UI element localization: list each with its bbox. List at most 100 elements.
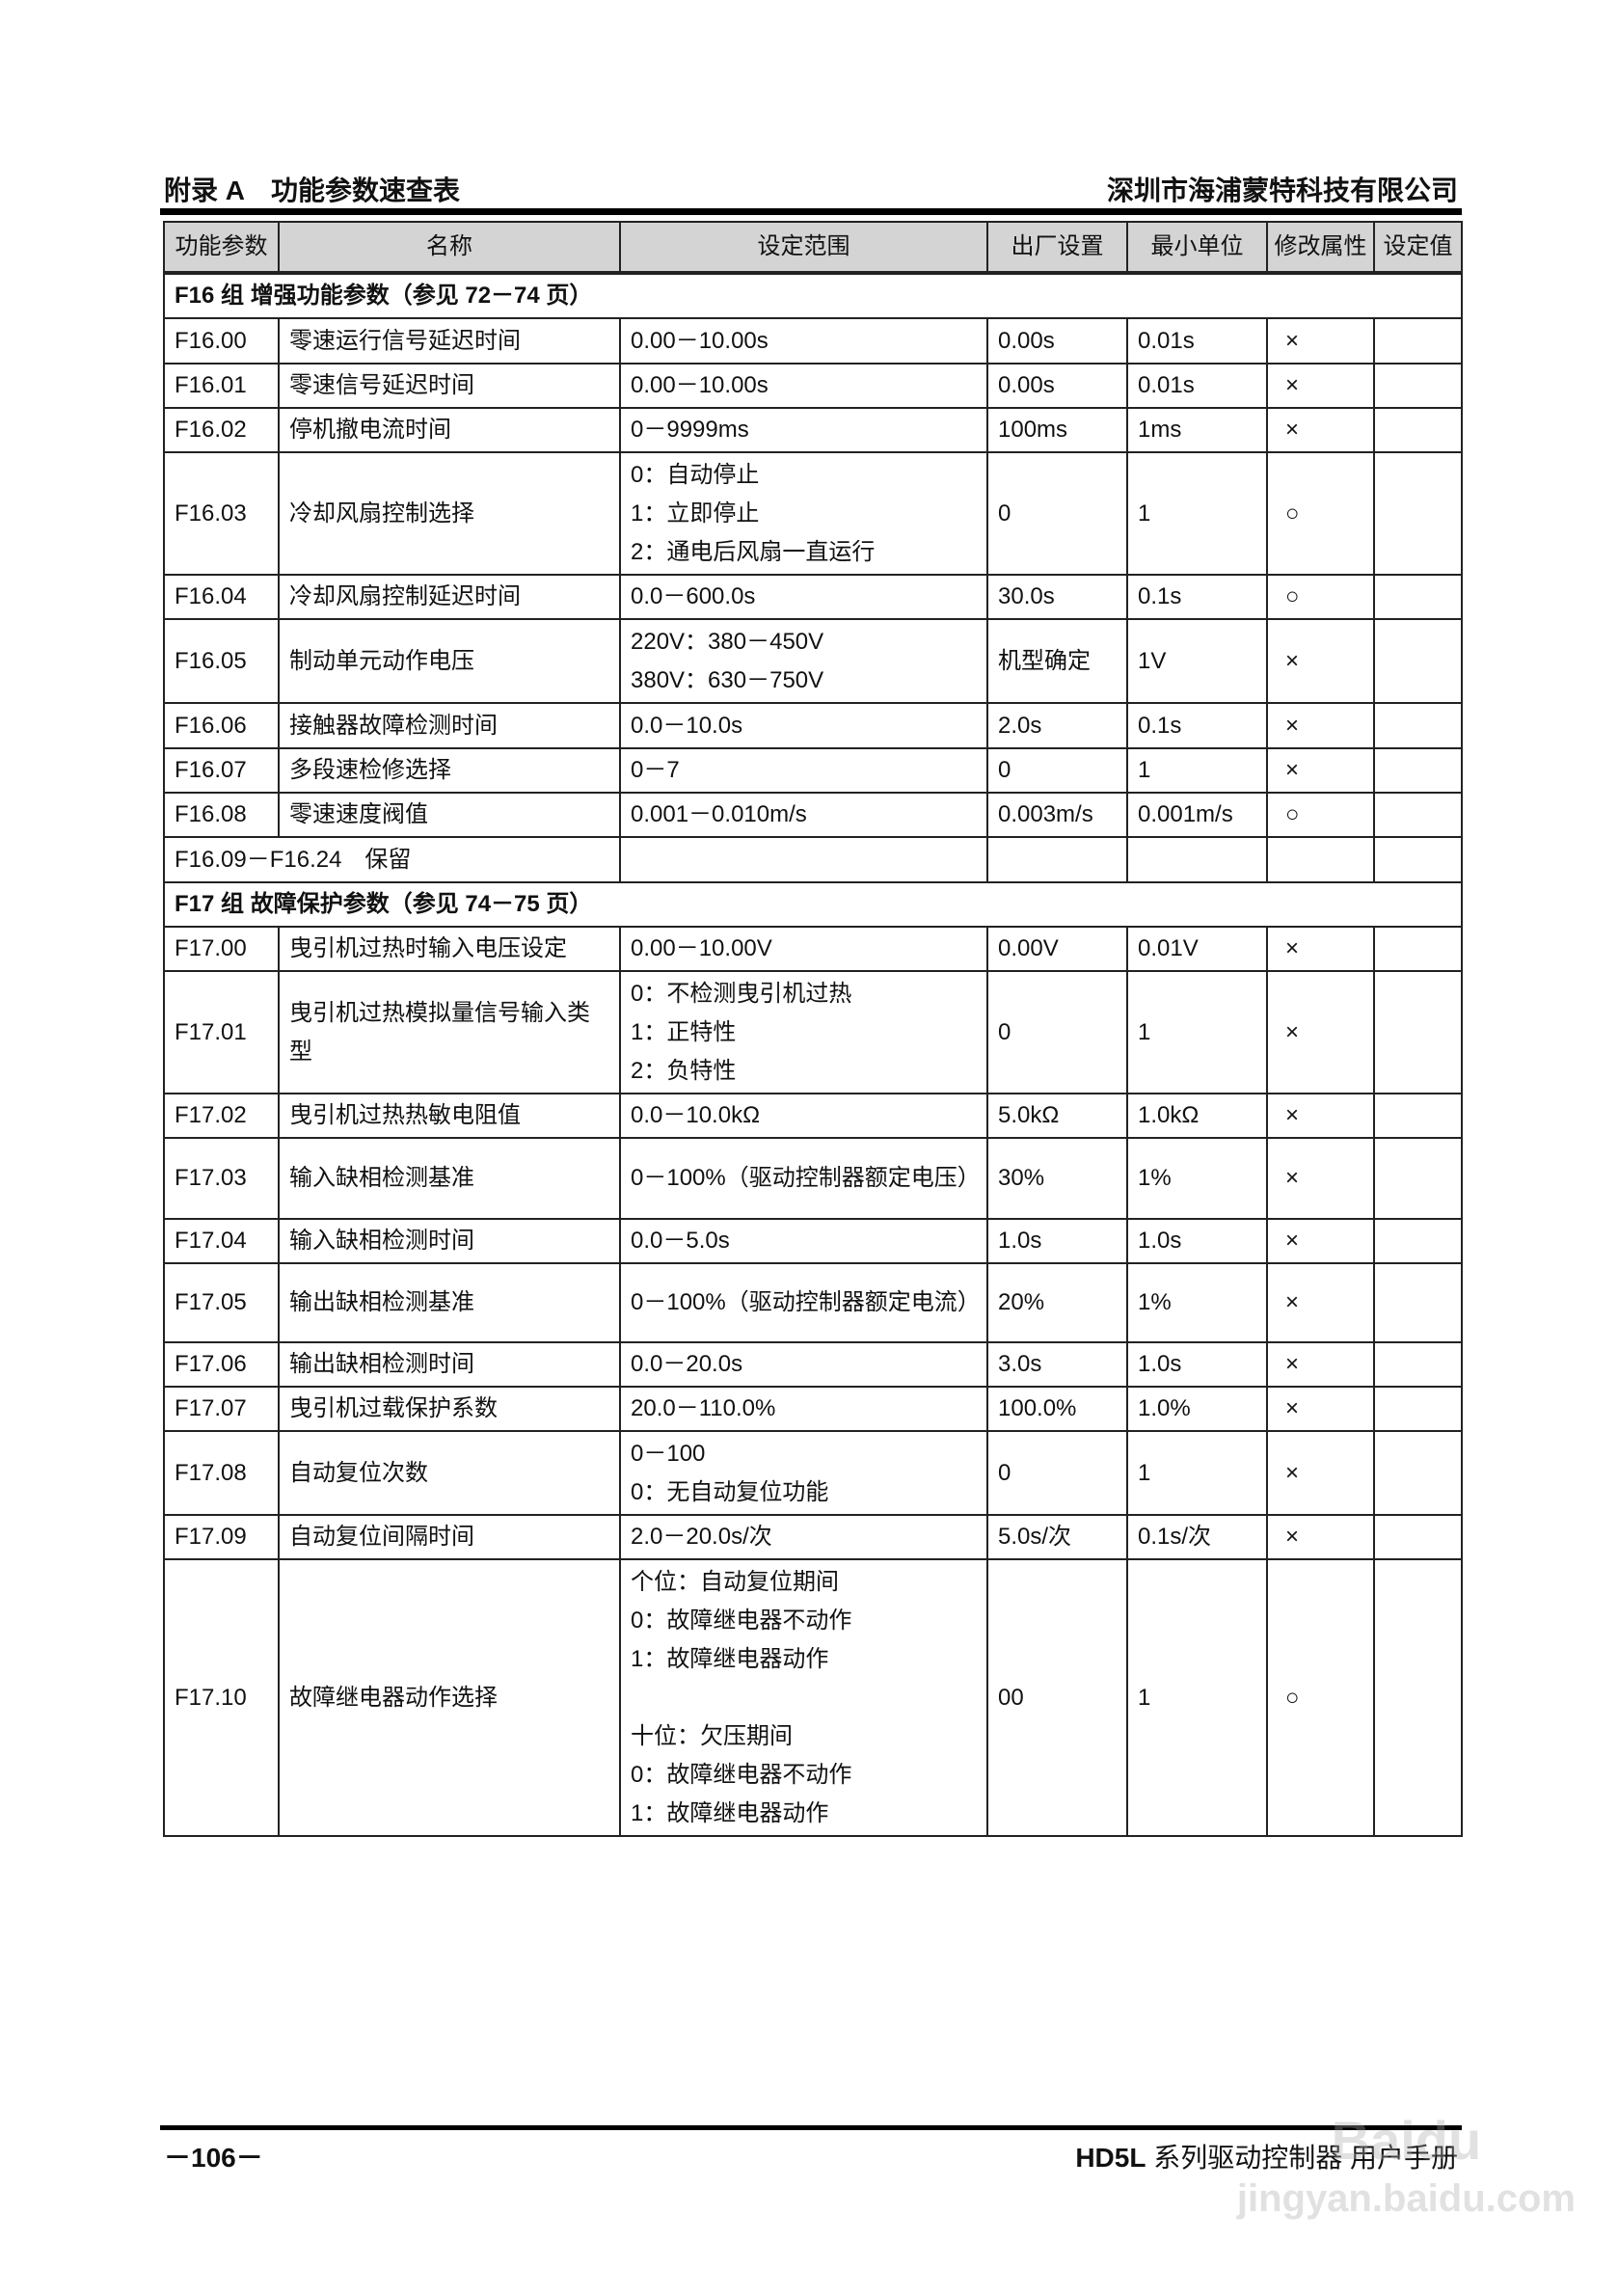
modify-attribute: × [1266, 970, 1375, 1094]
param-range: 0.001－0.010m/s [619, 792, 988, 838]
section-title: 附录 A 功能参数速查表 [164, 176, 460, 205]
modify-attribute: ○ [1266, 574, 1375, 620]
range-line: 2.0－20.0s/次 [631, 1524, 772, 1550]
set-value [1373, 1218, 1463, 1264]
modify-attribute: ○ [1266, 792, 1375, 838]
param-name: 故障继电器动作选择 [278, 1558, 621, 1837]
range-line: 2：通电后风扇一直运行 [631, 538, 876, 565]
param-code: F17.00 [163, 926, 280, 972]
factory-default: 2.0s [986, 702, 1128, 749]
group-row: F17 组 故障保护参数（参见 74－75 页） [163, 881, 1463, 928]
range-line: 十位：欠压期间 [631, 1722, 793, 1749]
param-name: 冷却风扇控制选择 [278, 451, 621, 576]
table-row: F17.08 自动复位次数 0－100 0：无自动复位功能 0 1 × [163, 1430, 1463, 1516]
param-range: 0－100%（驱动控制器额定电流） [619, 1262, 988, 1343]
manual-title: HD5L 系列驱动控制器 用户手册 [1075, 2137, 1458, 2175]
set-value [1373, 1386, 1463, 1432]
param-code: F17.04 [163, 1218, 280, 1264]
param-range: 0.00－10.00s [619, 317, 988, 365]
min-unit: 0.1s [1126, 574, 1268, 620]
param-name: 自动复位间隔时间 [278, 1514, 621, 1560]
factory-default: 100.0% [986, 1386, 1128, 1432]
min-unit: 1.0s [1126, 1341, 1268, 1388]
footer-rule [160, 2125, 1462, 2130]
param-range: 0－100 0：无自动复位功能 [619, 1430, 988, 1516]
factory-default: 20% [986, 1262, 1128, 1343]
min-unit: 0.01s [1126, 317, 1268, 365]
set-value [1373, 1093, 1463, 1139]
param-range: 0－7 [619, 747, 988, 794]
factory-default: 100ms [986, 407, 1128, 453]
group-title: F17 组 故障保护参数（参见 74－75 页） [163, 881, 1463, 928]
range-line: 0.0－10.0s [631, 712, 743, 739]
table-row: F16.02 停机撤电流时间 0－9999ms 100ms 1ms × [163, 407, 1463, 453]
param-range: 0.0－5.0s [619, 1218, 988, 1264]
factory-default: 30.0s [986, 574, 1128, 620]
factory-default: 0.003m/s [986, 792, 1128, 838]
range-line: 0－100%（驱动控制器额定电流） [631, 1289, 981, 1315]
range-line: 380V：630－750V [631, 666, 824, 693]
factory-default: 0 [986, 1430, 1128, 1516]
param-name: 输入缺相检测基准 [278, 1137, 621, 1220]
range-line: 0：故障继电器不动作 [631, 1761, 852, 1788]
table-row: F17.06 输出缺相检测时间 0.0－20.0s 3.0s 1.0s × [163, 1341, 1463, 1388]
param-name: 曳引机过热模拟量信号输入类型 [278, 970, 621, 1094]
empty-cell [1373, 836, 1463, 883]
set-value [1373, 574, 1463, 620]
param-range: 0.0－10.0kΩ [619, 1093, 988, 1139]
factory-default: 00 [986, 1558, 1128, 1837]
param-range: 0.0－20.0s [619, 1341, 988, 1388]
param-name: 零速信号延迟时间 [278, 363, 621, 409]
range-line: 1：故障继电器动作 [631, 1645, 829, 1672]
min-unit: 1 [1126, 1558, 1268, 1837]
table-row: F17.05 输出缺相检测基准 0－100%（驱动控制器额定电流） 20% 1% × [163, 1262, 1463, 1343]
modify-attribute: × [1266, 1262, 1375, 1343]
empty-cell [1126, 836, 1268, 883]
table-row: F17.00 曳引机过热时输入电压设定 0.00－10.00V 0.00V 0.01V × [163, 926, 1463, 972]
param-code: F17.05 [163, 1262, 280, 1343]
range-line: 1：故障继电器动作 [631, 1799, 829, 1826]
modify-attribute: × [1266, 363, 1375, 409]
empty-cell [986, 836, 1128, 883]
empty-cell [1266, 836, 1375, 883]
factory-default: 3.0s [986, 1341, 1128, 1388]
param-name: 冷却风扇控制延迟时间 [278, 574, 621, 620]
min-unit: 0.01V [1126, 926, 1268, 972]
product-name: HD5L [1075, 2143, 1146, 2173]
table-row: F16.01 零速信号延迟时间 0.00－10.00s 0.00s 0.01s × [163, 363, 1463, 409]
factory-default: 0.00V [986, 926, 1128, 972]
range-line: 0－7 [631, 757, 680, 783]
range-line: 0：不检测曳引机过热 [631, 980, 852, 1007]
set-value [1373, 970, 1463, 1094]
factory-default: 机型确定 [986, 618, 1128, 704]
param-range: 2.0－20.0s/次 [619, 1514, 988, 1560]
range-line: 0：无自动复位功能 [631, 1478, 829, 1505]
param-name: 零速运行信号延迟时间 [278, 317, 621, 365]
column-header: 设定值 [1373, 221, 1463, 275]
column-header: 最小单位 [1126, 221, 1268, 275]
range-line: 0－9999ms [631, 417, 749, 443]
param-code: F17.06 [163, 1341, 280, 1388]
min-unit: 1.0% [1126, 1386, 1268, 1432]
min-unit: 0.1s/次 [1126, 1514, 1268, 1560]
param-name: 接触器故障检测时间 [278, 702, 621, 749]
set-value [1373, 702, 1463, 749]
param-code: F16.03 [163, 451, 280, 576]
param-code: F16.06 [163, 702, 280, 749]
factory-default: 0.00s [986, 317, 1128, 365]
table-row: F17.09 自动复位间隔时间 2.0－20.0s/次 5.0s/次 0.1s/次 × [163, 1514, 1463, 1560]
param-range: 0：不检测曳引机过热 1：正特性 2：负特性 [619, 970, 988, 1094]
set-value [1373, 363, 1463, 409]
param-range: 0：自动停止 1：立即停止 2：通电后风扇一直运行 [619, 451, 988, 576]
param-range: 220V：380－450V 380V：630－750V [619, 618, 988, 704]
group-row: F16 组 增强功能参数（参见 72－74 页） [163, 272, 1463, 319]
factory-default: 0 [986, 747, 1128, 794]
set-value [1373, 747, 1463, 794]
table-row: F16.03 冷却风扇控制选择 0：自动停止 1：立即停止 2：通电后风扇一直运行 0 1 ○ [163, 451, 1463, 576]
param-range: 0－9999ms [619, 407, 988, 453]
modify-attribute: × [1266, 1341, 1375, 1388]
param-code: F17.03 [163, 1137, 280, 1220]
column-header: 功能参数 [163, 221, 280, 275]
min-unit: 0.01s [1126, 363, 1268, 409]
range-line: 0.0－5.0s [631, 1228, 730, 1254]
